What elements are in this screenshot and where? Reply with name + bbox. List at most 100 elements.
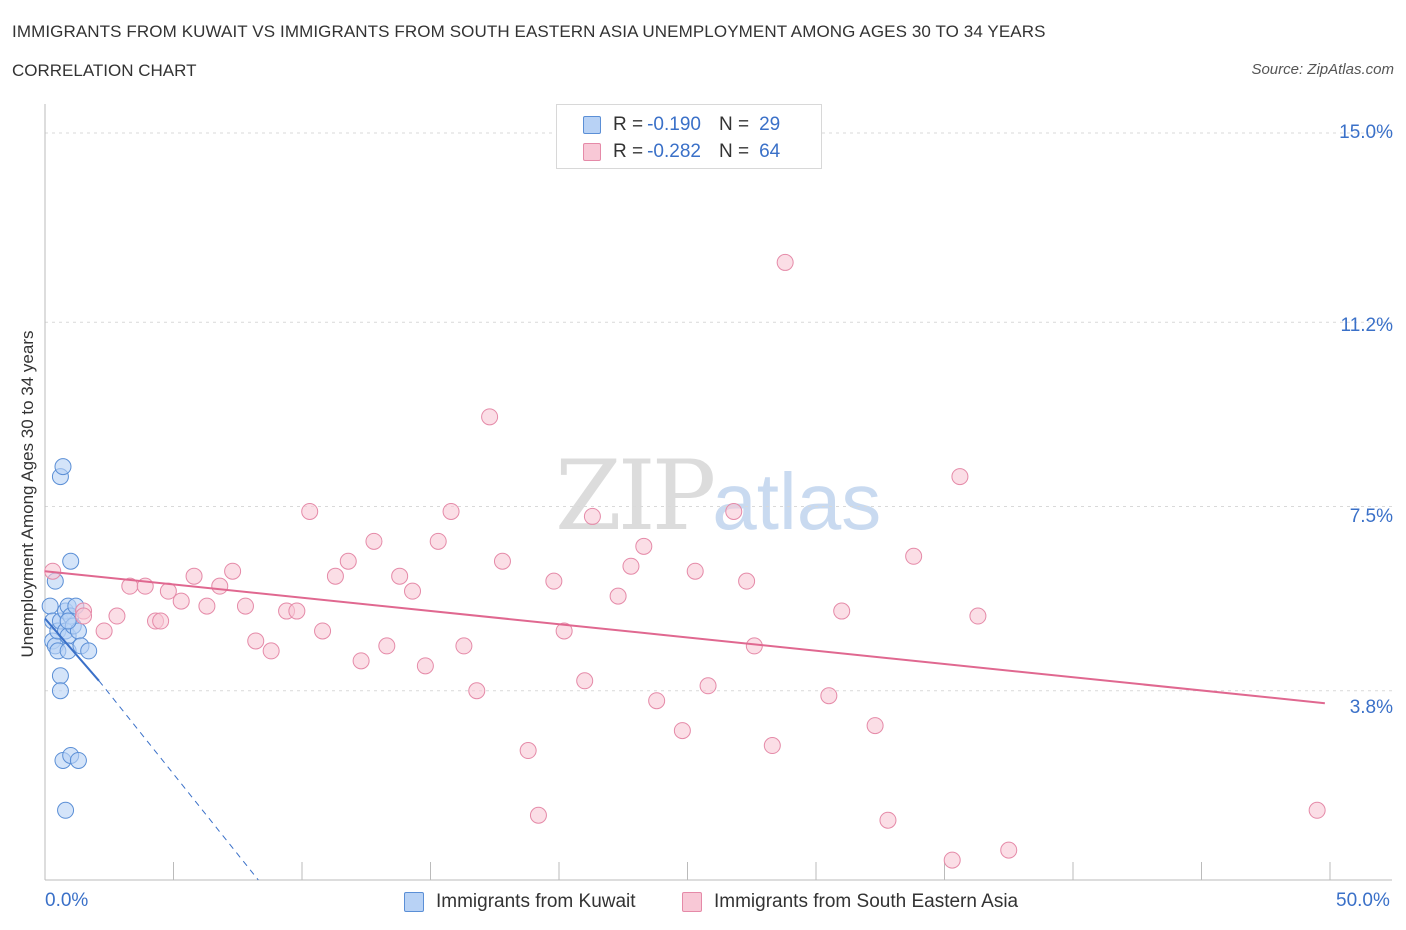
sea-point bbox=[738, 572, 756, 590]
correlation-legend: R = -0.190 N = 29 R = -0.282 N = 64 bbox=[556, 104, 822, 169]
sea-point bbox=[879, 811, 897, 829]
kuwait-point bbox=[51, 682, 69, 700]
kuwait-point bbox=[80, 642, 98, 660]
sea-point bbox=[455, 637, 473, 655]
sea-point bbox=[583, 507, 601, 525]
sea-point bbox=[198, 597, 216, 615]
sea-point bbox=[673, 722, 691, 740]
sea-point bbox=[288, 602, 306, 620]
sea-point bbox=[622, 557, 640, 575]
sea-point bbox=[555, 622, 573, 640]
sea-point bbox=[1000, 841, 1018, 859]
sea-point bbox=[95, 622, 113, 640]
bottom-legend-swatch-sea bbox=[682, 892, 702, 912]
kuwait-point bbox=[51, 667, 69, 685]
chart-subtitle: CORRELATION CHART bbox=[12, 61, 197, 80]
y-axis-label: Unemployment Among Ages 30 to 34 years bbox=[18, 330, 37, 658]
sea-point bbox=[763, 737, 781, 755]
sea-point bbox=[686, 562, 704, 580]
sea-point bbox=[172, 592, 190, 610]
sea-point bbox=[725, 502, 743, 520]
kuwait-point bbox=[57, 801, 75, 819]
y-tick-15: 15.0% bbox=[1339, 122, 1393, 143]
sea-point bbox=[609, 587, 627, 605]
sea-point bbox=[152, 612, 170, 630]
legend-swatch-kuwait bbox=[583, 116, 601, 134]
source-label: Source: ZipAtlas.com bbox=[1251, 61, 1394, 78]
points-layer bbox=[41, 253, 1326, 869]
sea-point bbox=[969, 607, 987, 625]
bottom-legend-label-sea: Immigrants from South Eastern Asia bbox=[714, 891, 1019, 912]
kuwait-trend-line bbox=[44, 617, 100, 682]
kuwait-point bbox=[69, 751, 87, 769]
trend-layer bbox=[44, 570, 1325, 881]
legend-n-label: N = bbox=[718, 114, 750, 135]
legend-n-value-kuwait: 29 bbox=[759, 114, 781, 135]
watermark-atlas: atlas bbox=[712, 457, 882, 546]
sea-point bbox=[648, 692, 666, 710]
sea-point bbox=[951, 468, 969, 486]
sea-point bbox=[576, 672, 594, 690]
y-tick-7-5: 7.5% bbox=[1349, 506, 1393, 527]
sea-point bbox=[391, 567, 409, 585]
x-tick-max: 50.0% bbox=[1336, 890, 1390, 911]
sea-point bbox=[493, 552, 511, 570]
sea-point bbox=[236, 597, 254, 615]
sea-point bbox=[365, 532, 383, 550]
kuwait-trend-extension bbox=[98, 680, 259, 881]
watermark-zip: ZIP bbox=[555, 440, 716, 552]
sea-point bbox=[211, 577, 229, 595]
sea-point bbox=[314, 622, 332, 640]
sea-point bbox=[943, 851, 961, 869]
legend-row-sea: R = -0.282 N = 64 bbox=[583, 140, 780, 164]
y-tick-11-2: 11.2% bbox=[1340, 315, 1393, 336]
sea-point bbox=[1308, 801, 1326, 819]
sea-point bbox=[262, 642, 280, 660]
grid-layer bbox=[45, 132, 1392, 692]
sea-point bbox=[468, 682, 486, 700]
sea-point bbox=[326, 567, 344, 585]
sea-point bbox=[75, 607, 93, 625]
sea-point bbox=[301, 502, 319, 520]
sea-point bbox=[776, 253, 794, 271]
sea-point bbox=[820, 687, 838, 705]
sea-point bbox=[905, 547, 923, 565]
y-tick-3-8: 3.8% bbox=[1349, 697, 1393, 718]
legend-r-label: R = bbox=[613, 114, 644, 135]
sea-point bbox=[545, 572, 563, 590]
legend-n-label: N = bbox=[718, 141, 750, 162]
bottom-legend-swatch-kuwait bbox=[404, 892, 424, 912]
kuwait-point bbox=[62, 552, 80, 570]
sea-point bbox=[247, 632, 265, 650]
sea-point bbox=[699, 677, 717, 695]
legend-r-value-sea: -0.282 bbox=[647, 141, 701, 162]
sea-point bbox=[833, 602, 851, 620]
watermark-logo: ZIPatlas bbox=[555, 440, 881, 552]
sea-trend-line bbox=[44, 570, 1325, 705]
sea-point bbox=[416, 657, 434, 675]
bottom-legend-kuwait: Immigrants from Kuwait bbox=[404, 890, 636, 914]
sea-point bbox=[442, 502, 460, 520]
legend-swatch-sea bbox=[583, 143, 601, 161]
legend-r-value-kuwait: -0.190 bbox=[647, 114, 701, 135]
sea-point bbox=[352, 652, 370, 670]
kuwait-point bbox=[54, 458, 72, 476]
axis-layer bbox=[44, 104, 1392, 881]
sea-point bbox=[635, 537, 653, 555]
x-tick-min: 0.0% bbox=[45, 890, 89, 911]
sea-point bbox=[481, 408, 499, 426]
sea-point bbox=[404, 582, 422, 600]
bottom-legend-sea: Immigrants from South Eastern Asia bbox=[682, 890, 1018, 914]
legend-r-label: R = bbox=[613, 141, 644, 162]
sea-point bbox=[339, 552, 357, 570]
bottom-legend-label-kuwait: Immigrants from Kuwait bbox=[436, 891, 636, 912]
sea-point bbox=[519, 742, 537, 760]
sea-point bbox=[529, 806, 547, 824]
sea-point bbox=[378, 637, 396, 655]
sea-point bbox=[224, 562, 242, 580]
sea-point bbox=[185, 567, 203, 585]
kuwait-point bbox=[41, 597, 59, 615]
chart-title: IMMIGRANTS FROM KUWAIT VS IMMIGRANTS FRO… bbox=[12, 22, 1046, 41]
kuwait-point bbox=[59, 612, 77, 630]
